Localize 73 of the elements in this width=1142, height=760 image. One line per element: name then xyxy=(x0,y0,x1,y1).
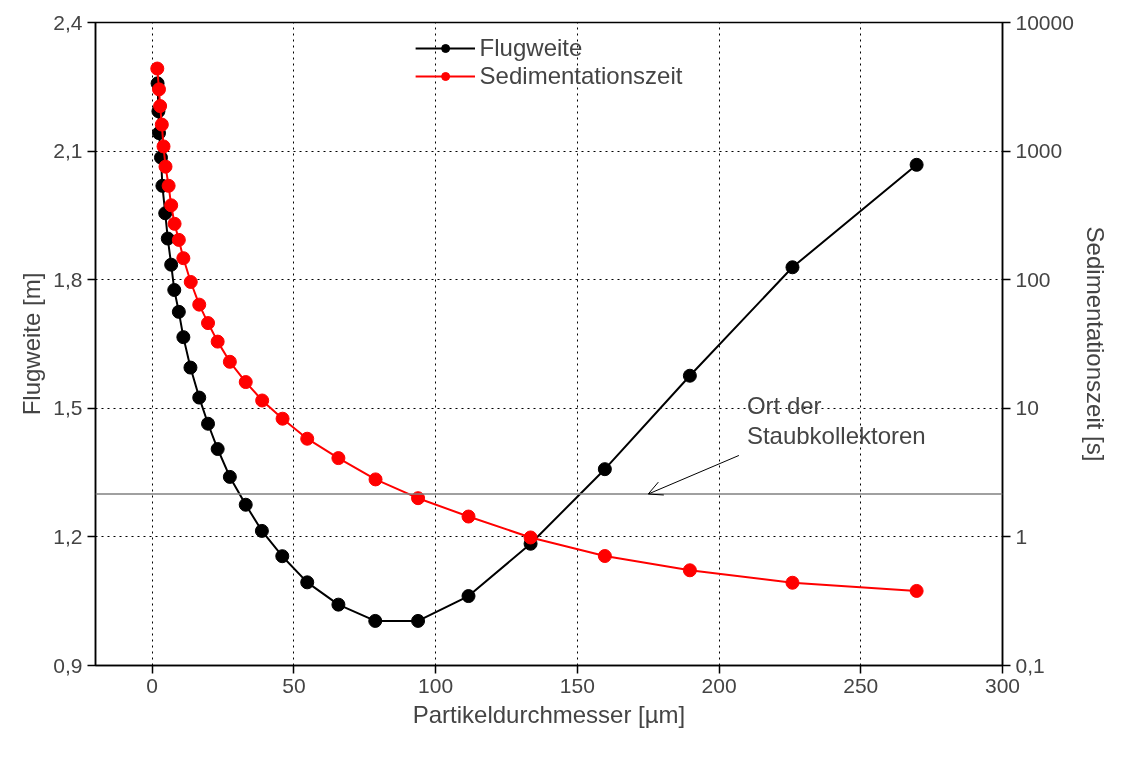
point xyxy=(201,316,216,331)
y-tick-label: 1,5 xyxy=(53,396,83,420)
point xyxy=(597,462,612,477)
point xyxy=(785,260,800,275)
point xyxy=(368,472,383,487)
x-tick-label: 100 xyxy=(418,673,454,697)
x-tick-label: 0 xyxy=(146,673,159,697)
point xyxy=(785,575,800,590)
point xyxy=(682,368,697,383)
y2-tick-label: 1 xyxy=(1015,524,1028,548)
y-tick-label: 2,1 xyxy=(53,139,83,163)
point xyxy=(411,613,426,628)
point xyxy=(161,178,176,193)
point xyxy=(160,231,175,246)
x-axis-title: Partikeldurchmesser [µm] xyxy=(412,700,686,728)
point xyxy=(909,157,924,172)
point xyxy=(176,251,191,266)
legend-label: Flugweite xyxy=(479,34,583,62)
point xyxy=(238,375,253,390)
y2-tick-label: 10000 xyxy=(1015,10,1074,34)
point xyxy=(176,330,191,345)
annotation: Ort der Staubkollektoren xyxy=(746,392,926,450)
point xyxy=(167,216,182,231)
point xyxy=(210,442,225,457)
y2-axis-title: Sedimentationszeit [s] xyxy=(1081,226,1109,462)
point xyxy=(254,523,269,538)
point xyxy=(461,589,476,604)
point xyxy=(153,99,168,114)
point xyxy=(151,82,166,97)
point xyxy=(461,509,476,524)
point xyxy=(331,597,346,612)
x-tick-label: 150 xyxy=(559,673,595,697)
point xyxy=(183,360,198,375)
point xyxy=(164,198,179,213)
point xyxy=(154,117,169,132)
point xyxy=(238,497,253,512)
point xyxy=(300,575,315,590)
y-tick-label: 1,8 xyxy=(53,267,83,291)
point xyxy=(331,451,346,466)
point xyxy=(164,257,179,272)
x-tick-label: 250 xyxy=(843,673,879,697)
point xyxy=(201,416,216,431)
point xyxy=(183,274,198,289)
y-tick-label: 2,4 xyxy=(53,10,83,34)
point xyxy=(192,390,207,405)
point xyxy=(171,304,186,319)
point xyxy=(210,334,225,349)
point xyxy=(682,563,697,578)
y-tick-label: 1,2 xyxy=(53,524,83,548)
point xyxy=(909,583,924,598)
y2-tick-label: 100 xyxy=(1015,267,1051,291)
point xyxy=(171,232,186,247)
point xyxy=(368,613,383,628)
legend-label: Sedimentationszeit xyxy=(479,62,683,90)
y2-tick-label: 10 xyxy=(1015,396,1039,420)
point xyxy=(275,411,290,426)
point xyxy=(158,159,173,174)
point xyxy=(167,283,182,297)
point xyxy=(222,354,237,369)
y-axis-title: Flugweite [m] xyxy=(18,272,46,416)
point xyxy=(597,549,612,564)
point xyxy=(523,530,538,545)
point xyxy=(192,297,207,312)
point xyxy=(156,139,171,154)
y2-tick-label: 1000 xyxy=(1015,139,1063,163)
point xyxy=(255,393,270,408)
point xyxy=(150,61,165,76)
x-tick-label: 200 xyxy=(701,673,737,697)
point xyxy=(300,431,315,446)
x-tick-label: 50 xyxy=(282,673,306,697)
point xyxy=(222,469,237,484)
point xyxy=(275,549,290,564)
y-tick-label: 0,9 xyxy=(53,653,83,677)
